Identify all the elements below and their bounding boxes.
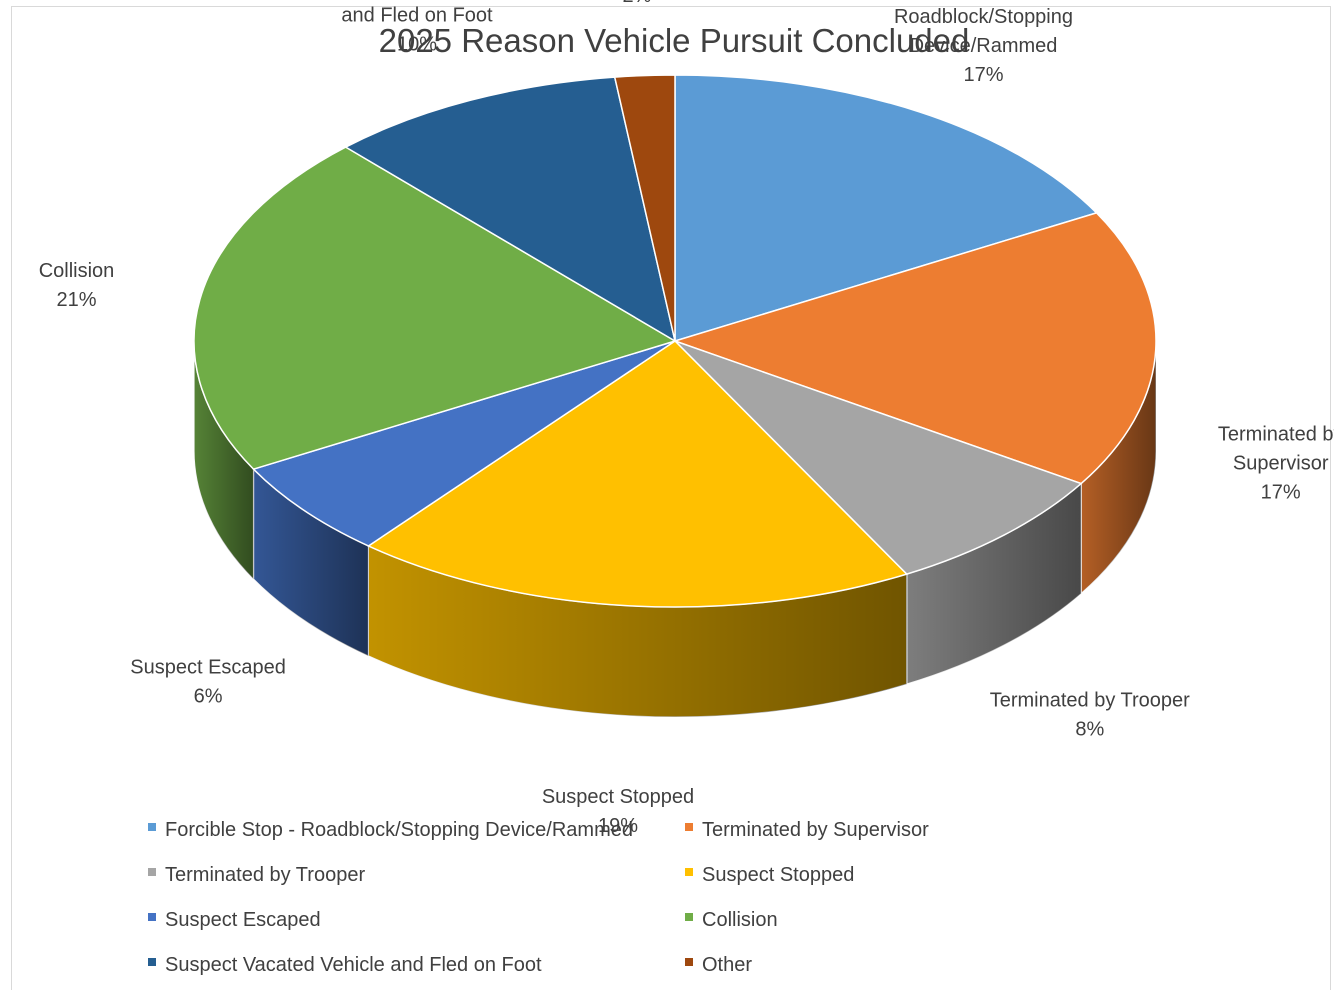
slice-1[interactable] bbox=[672, 212, 1157, 485]
legend-swatch bbox=[685, 823, 693, 831]
legend-swatch bbox=[148, 868, 156, 876]
legend-swatch bbox=[685, 913, 693, 921]
data-label-7: Other2% bbox=[612, 0, 662, 7]
legend-label: Suspect Vacated Vehicle and Fled on Foot bbox=[165, 954, 542, 976]
legend-swatch bbox=[685, 868, 693, 876]
legend-item-7: Other bbox=[685, 954, 752, 976]
data-labels: Forcible Stop -Roadblock/StoppingDevice/… bbox=[39, 0, 1334, 837]
chart-title: 2025 Reason Vehicle Pursuit Concluded bbox=[379, 22, 970, 59]
data-label-1: Terminated by Supervisor 17% bbox=[1218, 423, 1334, 503]
slice-0[interactable] bbox=[674, 74, 1098, 343]
legend-label: Suspect Stopped bbox=[702, 864, 854, 886]
data-label-5: Collision 21% bbox=[39, 260, 115, 311]
legend-label: Forcible Stop - Roadblock/Stopping Devic… bbox=[165, 819, 633, 841]
pie-slices bbox=[193, 74, 1157, 608]
slice-6[interactable] bbox=[344, 76, 677, 343]
data-label-2: Terminated by Trooper 8% bbox=[990, 690, 1190, 741]
chart-frame bbox=[11, 6, 1331, 990]
legend-item-4: Suspect Escaped bbox=[148, 909, 321, 931]
legend-swatch bbox=[148, 913, 156, 921]
legend-swatch bbox=[148, 958, 156, 966]
legend-item-6: Suspect Vacated Vehicle and Fled on Foot bbox=[148, 954, 542, 976]
data-label-0: Forcible Stop -Roadblock/StoppingDevice/… bbox=[894, 0, 1073, 86]
legend-label: Terminated by Supervisor bbox=[702, 819, 929, 841]
slice-2[interactable] bbox=[674, 340, 1083, 575]
legend-label: Suspect Escaped bbox=[165, 909, 321, 931]
slice-7[interactable] bbox=[613, 74, 676, 342]
data-label-4: Suspect Escaped 6% bbox=[130, 657, 286, 708]
legend-label: Collision bbox=[702, 909, 778, 931]
legend-item-1: Terminated by Supervisor bbox=[685, 819, 929, 841]
legend-item-0: Forcible Stop - Roadblock/Stopping Devic… bbox=[148, 819, 633, 841]
legend-label: Terminated by Trooper bbox=[165, 864, 365, 886]
slice-4[interactable] bbox=[252, 340, 676, 547]
legend-label: Other bbox=[702, 954, 752, 976]
legend-swatch bbox=[148, 823, 156, 831]
legend-item-2: Terminated by Trooper bbox=[148, 864, 365, 886]
legend-item-5: Collision bbox=[685, 909, 778, 931]
slice-3[interactable] bbox=[366, 340, 909, 608]
pie-sides bbox=[193, 340, 1157, 718]
legend: Forcible Stop - Roadblock/Stopping Devic… bbox=[148, 819, 929, 976]
legend-item-3: Suspect Stopped bbox=[685, 864, 854, 886]
legend-swatch bbox=[685, 958, 693, 966]
slice-5[interactable] bbox=[193, 146, 677, 470]
data-label-3: Suspect Stopped 19% bbox=[542, 786, 694, 837]
